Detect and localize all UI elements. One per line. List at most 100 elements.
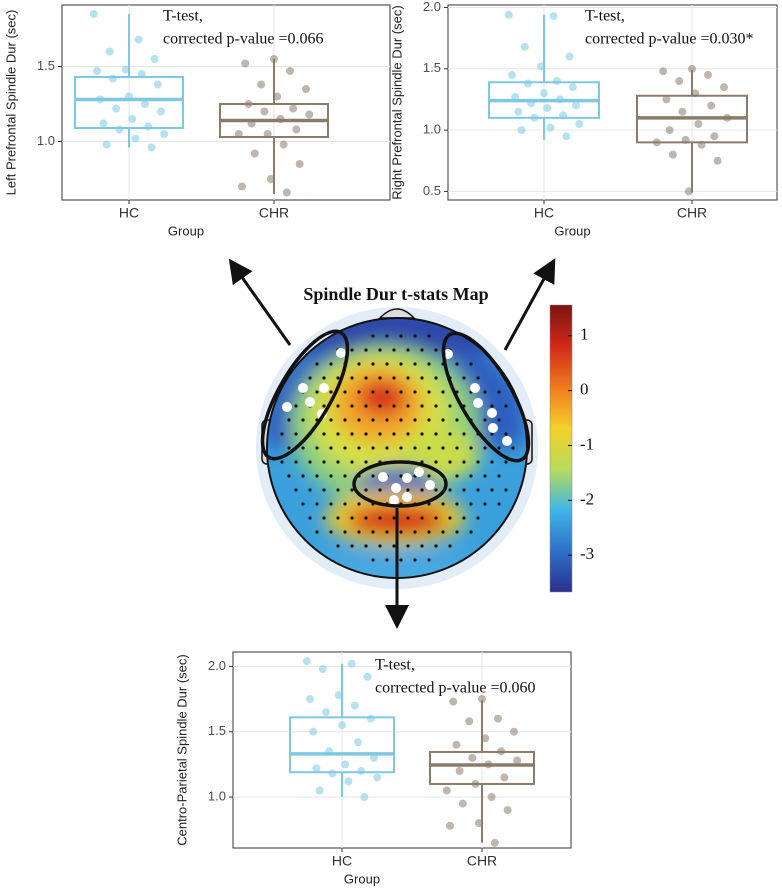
data-point (93, 67, 101, 75)
data-point (366, 714, 375, 723)
data-point (250, 149, 259, 158)
electrode (343, 390, 347, 394)
box (74, 76, 184, 129)
electrode (399, 418, 403, 422)
electrode (462, 488, 466, 492)
data-point (134, 35, 143, 44)
electrode (427, 362, 431, 366)
electrode (413, 362, 417, 366)
electrode (427, 446, 431, 450)
colorbar-tick-label: -1 (580, 434, 594, 453)
data-point (562, 132, 571, 141)
data-point (147, 143, 156, 152)
nose (378, 308, 416, 319)
data-point (338, 721, 346, 730)
data-point (244, 100, 253, 108)
electrode (497, 390, 501, 394)
electrode (434, 488, 438, 492)
data-point (504, 10, 513, 19)
data-point (354, 738, 362, 747)
box (429, 750, 535, 785)
annotation: T-test, (585, 8, 625, 25)
data-point (292, 125, 301, 134)
electrode (364, 348, 368, 352)
electrode (490, 460, 494, 464)
data-point (710, 132, 719, 141)
data-point (471, 779, 480, 788)
electrode (434, 376, 438, 380)
electrode (357, 446, 361, 450)
topomap (228, 258, 556, 629)
data-point (713, 156, 722, 165)
data-point (707, 101, 716, 110)
data-point (565, 52, 574, 61)
data-point (128, 115, 137, 123)
electrode (322, 460, 326, 464)
electrode (301, 502, 305, 506)
electrode (504, 432, 508, 436)
data-point (247, 119, 256, 128)
colorbar-tick-label: -3 (580, 544, 594, 563)
electrode (329, 446, 333, 450)
electrode (336, 488, 340, 492)
data-point (455, 766, 464, 775)
electrode (427, 474, 431, 478)
electrode (343, 502, 347, 506)
data-point (500, 773, 509, 782)
data-point (370, 753, 378, 762)
electrode (385, 558, 389, 562)
electrode (490, 404, 494, 408)
electrode (364, 488, 368, 492)
data-point (481, 734, 490, 743)
electrode (336, 544, 340, 548)
electrode (441, 530, 445, 534)
electrode (385, 334, 389, 338)
electrode (455, 502, 459, 506)
data-point (704, 70, 712, 79)
electrode (357, 530, 361, 534)
data-point (572, 101, 580, 110)
electrode (448, 516, 452, 520)
electrode (448, 460, 452, 464)
y-tick-label: 1.5 (423, 60, 441, 75)
electrode (350, 488, 354, 492)
electrode (287, 474, 291, 478)
data-point (449, 697, 458, 706)
data-point (556, 95, 564, 104)
colorbar-tick-label: 0 (580, 380, 589, 399)
data-point (121, 65, 130, 74)
electrode (280, 460, 284, 464)
electrode (378, 376, 382, 380)
electrode (378, 488, 382, 492)
electrode (434, 516, 438, 520)
data-point (263, 130, 272, 138)
x-tick-label: HC (534, 205, 554, 221)
electrode (455, 530, 459, 534)
data-point (575, 119, 584, 128)
electrode (420, 376, 424, 380)
electrode (385, 362, 389, 366)
electrode (364, 516, 368, 520)
electrode (406, 404, 410, 408)
y-axis-title: Left Prefrontal Spindle Dur (sec) (3, 10, 18, 196)
data-point (675, 77, 684, 86)
electrode (420, 544, 424, 548)
data-point (350, 701, 359, 710)
electrode (392, 376, 396, 380)
electrode (378, 348, 382, 352)
electrode (371, 530, 375, 534)
electrode (308, 460, 312, 464)
data-point (312, 764, 321, 773)
annotation: T-test, (163, 8, 203, 25)
x-axis-title: Group (344, 871, 380, 886)
electrode (462, 516, 466, 520)
electrode (406, 348, 410, 352)
data-point (510, 727, 518, 736)
data-point (318, 664, 327, 673)
electrode (350, 348, 354, 352)
electrode (469, 502, 473, 506)
data-point (478, 695, 486, 704)
electrode (343, 474, 347, 478)
data-point (109, 74, 117, 83)
electrode (406, 516, 410, 520)
